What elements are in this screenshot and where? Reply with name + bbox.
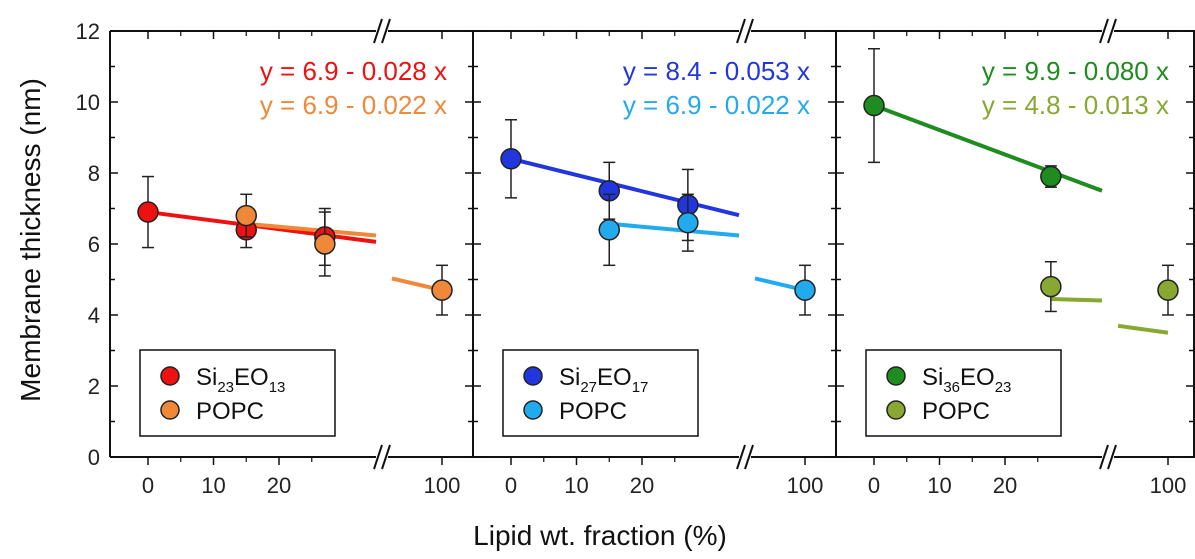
legend-marker: [160, 400, 180, 420]
y-tick-label: 6: [88, 232, 100, 257]
y-tick-label: 4: [88, 303, 100, 328]
data-point: [1040, 275, 1062, 298]
axis-break-mark: [373, 444, 383, 470]
axis-break-mark: [1099, 444, 1109, 470]
x-tick-label: 100: [424, 473, 461, 498]
legend-marker: [523, 400, 543, 420]
x-tick-label: 20: [630, 473, 654, 498]
x-axis-title: Lipid wt. fraction (%): [473, 520, 727, 551]
data-point: [863, 94, 885, 117]
fit-line: [246, 221, 377, 238]
fit-equation: y = 6.9 - 0.022 x: [260, 90, 447, 120]
x-tick-label: 20: [267, 473, 291, 498]
legend-box: [502, 349, 699, 437]
legend-label: Si36EO23: [922, 364, 1011, 396]
panel-3: 0 10 20 100 y = 9.9 - 0.080 x y = 4.8 - 0.013…: [835, 18, 1195, 498]
axis-break-mark: [736, 444, 746, 470]
data-point: [794, 279, 816, 301]
legend-label: Si27EO17: [559, 364, 648, 396]
y-tick-label: 8: [88, 161, 100, 186]
y-tick-label: 12: [76, 19, 100, 44]
y-tick-label: 10: [76, 90, 100, 115]
legend-label: POPC: [922, 398, 990, 425]
x-tick-label: 20: [993, 473, 1017, 498]
y-tick-label: 0: [88, 445, 100, 470]
legend-label: Si23EO13: [196, 364, 285, 396]
legend-marker: [886, 400, 906, 420]
fit-equation: y = 4.8 - 0.013 x: [982, 90, 1169, 120]
data-point: [598, 219, 620, 241]
legend-marker: [886, 366, 906, 386]
fit-equation: y = 6.9 - 0.028 x: [260, 56, 447, 86]
x-tick-label: 10: [564, 473, 588, 498]
axis-break-mark: [373, 18, 383, 44]
data-point: [235, 204, 257, 227]
legend-box: [865, 349, 1062, 437]
data-point: [314, 233, 336, 255]
legend-marker: [160, 366, 180, 386]
x-tick-label: 100: [787, 473, 824, 498]
fit-line: [873, 103, 1103, 193]
x-tick-label: 0: [142, 473, 154, 498]
x-tick-label: 10: [201, 473, 225, 498]
fit-line: [609, 221, 740, 238]
fit-line: [510, 156, 740, 218]
axis-break-mark: [1107, 18, 1117, 44]
axis-break-mark: [736, 18, 746, 44]
y-axis-title: Membrane thickness (nm): [15, 78, 46, 402]
legend-box: [139, 349, 336, 437]
axis-break-mark: [381, 444, 391, 470]
axis-break-mark: [744, 444, 754, 470]
panel-2: 0 10 20 100 y = 8.4 - 0.053 x y = 6.9 - 0.022…: [472, 18, 836, 498]
data-point: [500, 148, 522, 170]
data-point: [137, 201, 159, 223]
fit-equation: y = 8.4 - 0.053 x: [623, 56, 810, 86]
x-tick-label: 0: [868, 473, 880, 498]
x-tick-label: 100: [1150, 473, 1187, 498]
x-tick-label: 10: [927, 473, 951, 498]
legend-label: POPC: [196, 398, 264, 425]
panel-1: 0 2 4 6 8 10 12 0 10 20 100 y = 6.9 - 0.028 x y = 6.…: [76, 18, 473, 498]
data-point: [677, 211, 699, 234]
legend-label: POPC: [559, 398, 627, 425]
legend-marker: [523, 366, 543, 386]
fit-line: [1117, 323, 1169, 335]
x-tick-label: 0: [505, 473, 517, 498]
data-point: [1157, 279, 1179, 301]
data-point: [431, 279, 453, 301]
axis-break-mark: [1099, 18, 1109, 44]
y-tick-label: 2: [88, 374, 100, 399]
fit-equation: y = 9.9 - 0.080 x: [982, 56, 1169, 86]
axis-break-mark: [744, 18, 754, 44]
axis-break-mark: [1107, 444, 1117, 470]
fit-equation: y = 6.9 - 0.022 x: [623, 90, 810, 120]
data-point: [1040, 165, 1062, 188]
axis-break-mark: [381, 18, 391, 44]
fit-line: [1050, 297, 1103, 303]
